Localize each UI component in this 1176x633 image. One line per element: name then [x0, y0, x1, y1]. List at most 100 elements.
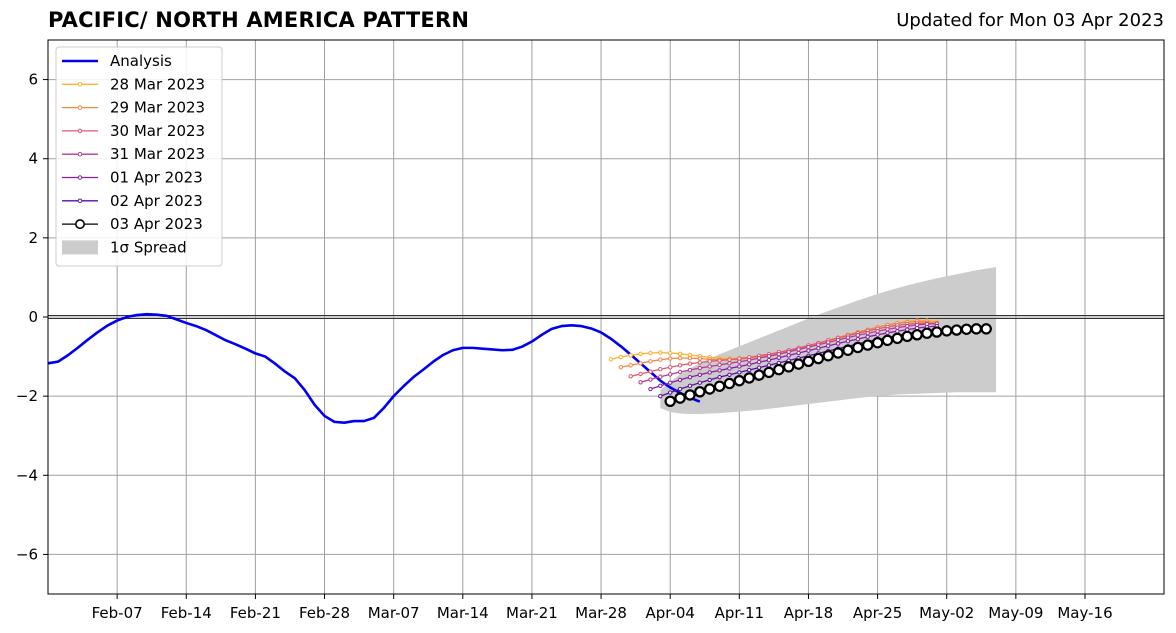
forecast-point — [667, 365, 673, 370]
forecast-point — [756, 355, 762, 361]
forecast-point — [941, 325, 953, 337]
plot-frame — [47, 39, 1165, 595]
legend-box — [55, 46, 223, 267]
forecast-point — [658, 374, 663, 379]
legend-marker — [77, 151, 83, 157]
y-tick-label: 2 — [28, 229, 38, 247]
legend: Analysis 28 Mar 2023 29 Mar 2023 30 Mar 202… — [55, 46, 223, 267]
x-tick-label: May-02 — [919, 604, 974, 622]
y-tick-label: 4 — [28, 150, 38, 168]
x-tick-label: Mar-28 — [575, 604, 627, 622]
legend-entry: 30 Mar 2023 — [62, 122, 205, 140]
legend-entry: Analysis — [62, 52, 172, 70]
forecast-point — [737, 364, 742, 369]
forecast-point — [747, 357, 752, 363]
legend-marker — [77, 175, 83, 180]
forecast-point — [931, 326, 943, 338]
x-tick-label: Mar-21 — [506, 604, 558, 622]
forecast-point — [812, 352, 825, 365]
forecast-point — [723, 377, 736, 390]
x-tick-label: May-16 — [1057, 604, 1112, 622]
legend-marker — [77, 82, 83, 87]
forecast-point — [756, 359, 762, 365]
forecast-point — [638, 361, 643, 366]
forecast-point — [776, 355, 782, 360]
forecast-point — [717, 374, 722, 380]
forecast-point — [845, 338, 851, 344]
forecast-point — [895, 325, 900, 330]
forecast-point — [865, 334, 870, 339]
forecast-point — [713, 380, 726, 392]
forecast-point — [786, 353, 791, 358]
forecast-point — [648, 377, 653, 382]
y-tick-label: −4 — [16, 466, 38, 484]
forecast-point — [871, 337, 884, 349]
forecast-point — [835, 337, 841, 343]
forecast-point — [783, 361, 795, 373]
legend-label: 01 Apr 2023 — [110, 169, 203, 187]
forecast-point — [687, 374, 693, 380]
forecast-point — [875, 332, 880, 338]
forecast-point — [950, 324, 963, 336]
forecast-point — [747, 362, 752, 367]
forecast-point — [885, 330, 890, 336]
forecast-point — [756, 365, 762, 370]
forecast-point — [727, 357, 732, 362]
legend-entry: 03 Apr 2023 — [62, 215, 203, 233]
forecast-point — [658, 393, 663, 399]
legend-swatch — [62, 240, 98, 255]
forecast-point — [687, 355, 693, 361]
forecast-point — [895, 329, 900, 334]
forecast-point — [664, 395, 676, 407]
forecast-series — [664, 323, 992, 407]
forecast-point — [796, 350, 801, 356]
forecast-point — [766, 353, 772, 359]
x-tick-label: Mar-14 — [437, 604, 489, 622]
forecast-point — [881, 334, 894, 347]
forecast-point — [970, 323, 983, 335]
x-tick-label: May-09 — [988, 604, 1043, 622]
forecast-point — [733, 375, 746, 387]
forecast-point — [697, 365, 703, 371]
forecast-point — [776, 351, 782, 357]
forecast-point — [891, 332, 904, 345]
forecast-point — [648, 369, 653, 374]
forecast-point — [796, 347, 801, 352]
x-tick-label: Apr-18 — [784, 604, 834, 622]
forecast-point — [667, 380, 673, 385]
forecast-point — [687, 383, 693, 389]
legend-marker — [77, 105, 83, 110]
forecast-point — [677, 386, 683, 392]
forecast-point — [855, 336, 861, 342]
forecast-point — [826, 343, 831, 349]
forecast-point — [697, 356, 703, 361]
y-tick-label: 0 — [28, 308, 38, 326]
forecast-point — [855, 333, 861, 338]
forecast-point — [727, 372, 732, 377]
forecast-point — [628, 353, 633, 358]
x-tick-label: Feb-14 — [161, 604, 212, 622]
forecast-point — [901, 330, 913, 343]
forecast-point — [684, 389, 696, 401]
legend-label: 28 Mar 2023 — [110, 75, 205, 93]
forecast-point — [717, 358, 722, 363]
forecast-point — [980, 323, 992, 335]
forecast-point — [677, 363, 683, 368]
forecast-point — [638, 371, 643, 377]
forecast-point — [806, 348, 811, 353]
axes: Feb-07 Feb-14 Feb-21 Feb-28 Mar-07 Mar-14 Mar-… — [16, 39, 1165, 622]
legend-entry: 31 Mar 2023 — [62, 145, 205, 163]
x-tick-label: Apr-04 — [645, 604, 695, 622]
forecast-point — [707, 364, 712, 369]
legend-entry: 1σ Spread — [62, 238, 187, 256]
legend-label: 31 Mar 2023 — [110, 145, 205, 163]
forecast-point — [911, 329, 923, 341]
forecast-point — [786, 349, 791, 355]
forecast-point — [658, 350, 663, 355]
forecast-point — [677, 355, 683, 361]
forecast-point — [816, 346, 821, 351]
forecast-point — [707, 370, 712, 375]
forecast-point — [608, 357, 614, 362]
analysis-line — [47, 312, 701, 424]
forecast-point — [694, 386, 706, 398]
